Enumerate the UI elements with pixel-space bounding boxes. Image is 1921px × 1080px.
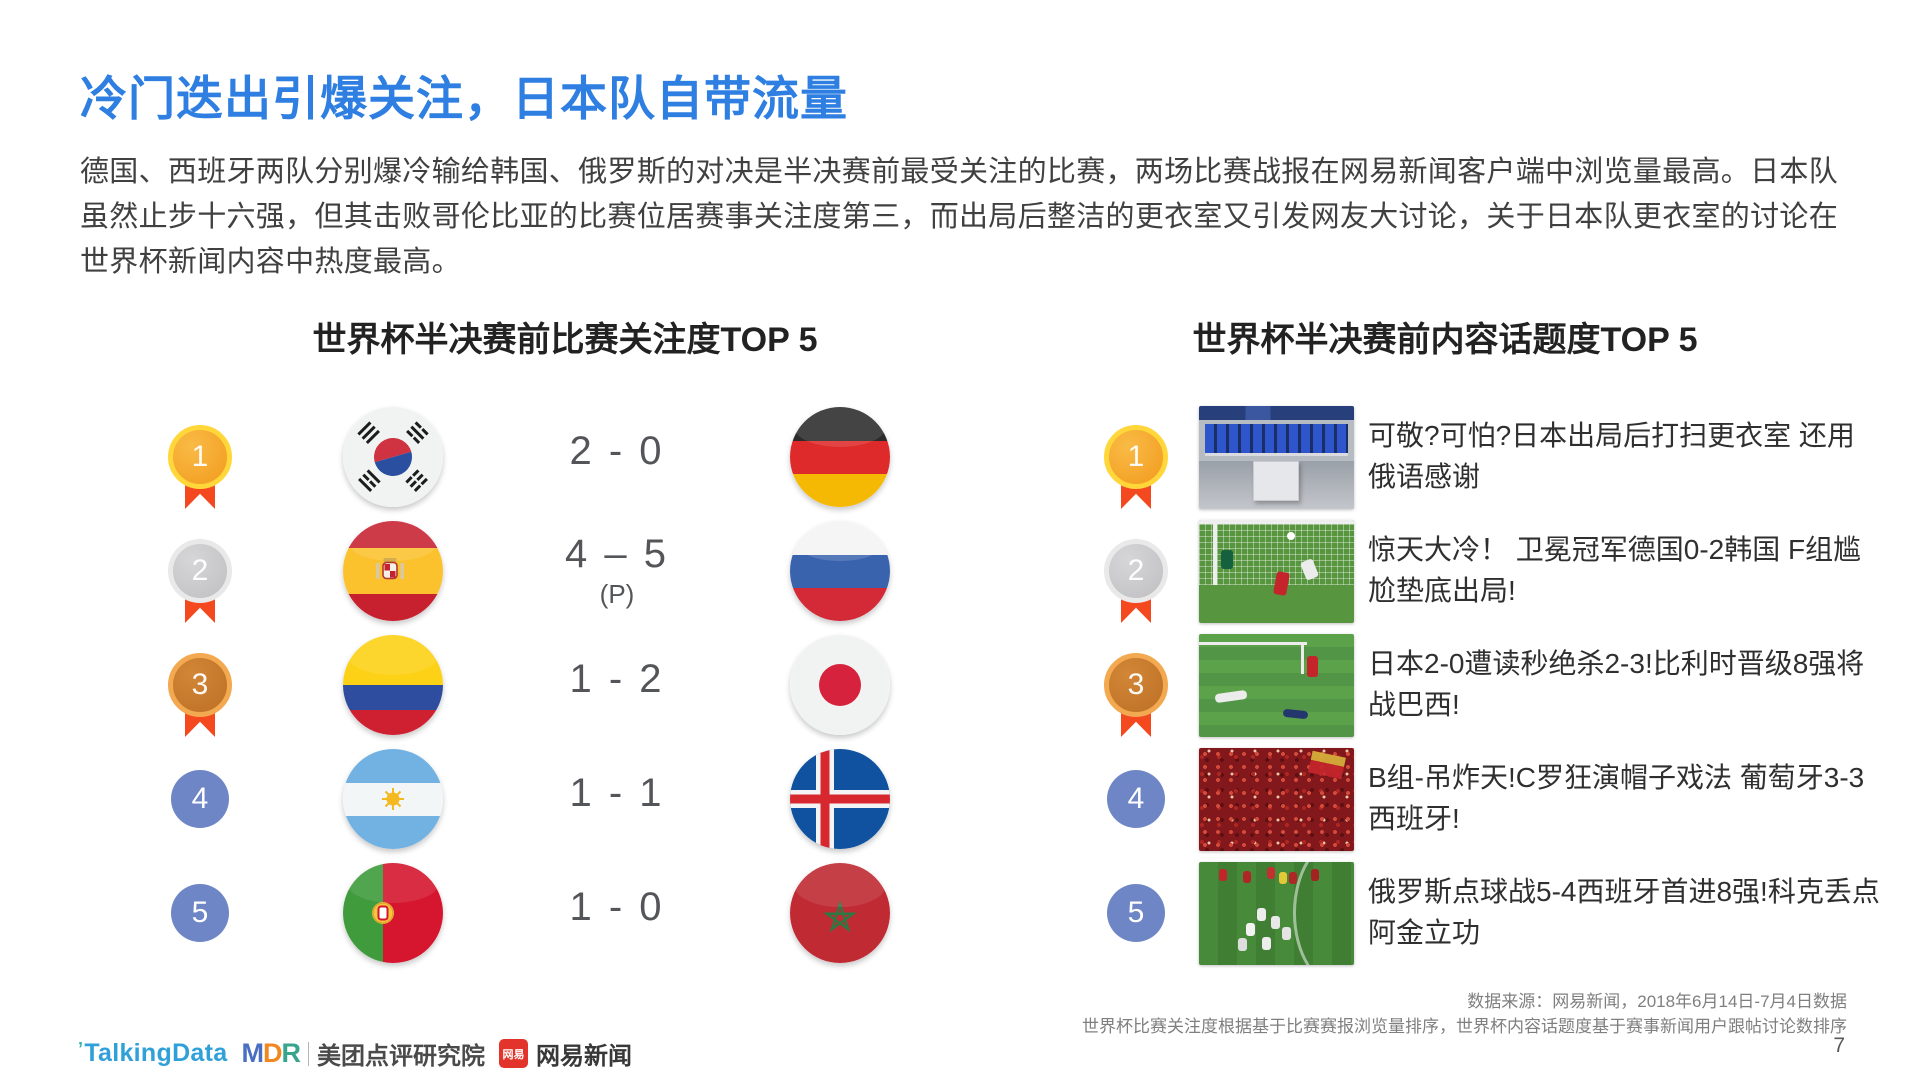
locker-table [1252,460,1299,501]
match-score: 2 - 0 [569,429,664,486]
rank-number: 3 [168,653,232,717]
spain-flag-in-crowd [1307,750,1346,779]
rank-4-badge: 4 [1107,770,1165,828]
rank-number: 3 [1104,653,1168,717]
players-white-cluster [1256,907,1266,921]
rank-number: 2 [1104,539,1168,603]
flag-colombia-icon [343,635,443,735]
footer-logos: ’TalkingData MDR 美团点评研究院 网易 网易新闻 [78,1036,632,1071]
match-score: 1 - 1 [569,771,664,828]
flag-portugal-icon [343,863,443,963]
news-photo-locker-room [1198,405,1354,509]
news-headline: 日本2-0遭读秒绝杀2-3!比利时晋级8强将战巴西! [1368,648,1865,720]
mdr-letters: MDR [241,1038,300,1068]
players-red-row [1218,868,1227,881]
match-score: 1 - 2 [569,657,664,714]
match-score: 1 - 0 [569,885,664,942]
right-panel-title: 世界杯半决赛前内容话题度TOP 5 [1192,321,1698,359]
penalties-note [569,704,664,714]
silver-medal-rank-2: 2 [1104,539,1168,623]
bronze-medal-rank-3: 3 [168,653,232,737]
goal-crossbar [1198,641,1307,645]
content-topic-ranking: 1 可敬?可怕?日本出局后打扫更衣室 还用俄语感谢 2 [1080,400,1880,970]
player-red [1306,655,1318,677]
left-panel-title: 世界杯半决赛前比赛关注度TOP 5 [312,321,818,359]
flag-spain-icon [343,521,443,621]
page-title: 冷门迭出引爆关注，日本队自带流量 [80,72,848,125]
source-line-2: 世界杯比赛关注度根据基于比赛赛报浏览量排序，世界杯内容话题度基于赛事新闻用户跟帖… [1082,1016,1847,1036]
news-photo-celebration [1198,861,1354,965]
goal-post [1300,641,1304,675]
netease-app-icon: 网易 [498,1039,528,1068]
meituan-research-logo: MDR 美团点评研究院 [241,1036,485,1071]
talkingdata-logo: ’TalkingData [78,1039,228,1067]
ball [1286,531,1295,540]
rank-number: 1 [1104,425,1168,489]
meituan-research-name: 美团点评研究院 [316,1043,485,1070]
goal-post [1212,519,1217,586]
netease-news-logo: 网易 网易新闻 [498,1036,632,1071]
match-attention-ranking: 1 2 - 0 [120,400,952,970]
gold-medal-rank-1: 1 [1104,425,1168,509]
rank-5-badge: 5 [171,884,229,942]
flag-germany-icon [790,407,890,507]
gold-medal-rank-1: 1 [168,425,232,509]
goal-crossbar [1198,519,1354,524]
fallen-keeper [1214,689,1247,703]
news-photo-goal-scene [1198,519,1354,623]
source-line-1: 数据来源：网易新闻，2018年6月14日-7月4日数据 [1467,992,1847,1011]
intro-paragraph: 德国、西班牙两队分别爆冷输给韩国、俄罗斯的对决是半决赛前最受关注的比赛，两场比赛… [80,156,1839,278]
rank-number: 1 [168,425,232,489]
fallen-player-blue [1282,708,1308,719]
flag-japan-icon [790,635,890,735]
data-source-note: 数据来源：网易新闻，2018年6月14日-7月4日数据 世界杯比赛关注度根据基于… [1082,990,1847,1039]
netease-news-name: 网易新闻 [535,1043,632,1070]
page-number: 7 [1833,1034,1845,1057]
locker-seats [1204,423,1348,456]
news-headline: 惊天大冷！ 卫冕冠军德国0-2韩国 F组尴尬垫底出局! [1368,534,1862,606]
talkingdata-tick-icon: ’ [78,1039,84,1059]
flag-argentina-icon [343,749,443,849]
bronze-medal-rank-3: 3 [1104,653,1168,737]
player-green [1220,549,1233,569]
news-headline: B组-吊炸天!C罗狂演帽子戏法 葡萄牙3-3西班牙! [1368,762,1865,834]
penalties-note [569,476,664,486]
rank-number: 2 [168,539,232,603]
rank-5-badge: 5 [1107,884,1165,942]
penalties-note [569,818,664,828]
news-photo-fallen-players [1198,633,1354,737]
flag-russia-icon [790,521,890,621]
flag-morocco-icon [790,863,890,963]
penalties-note: (P) [599,579,635,609]
penalties-note [569,932,664,942]
news-headline: 俄罗斯点球战5-4西班牙首进8强!科克丢点阿金立功 [1368,876,1880,948]
flag-south-korea-icon [343,407,443,507]
silver-medal-rank-2: 2 [168,539,232,623]
pitch-circle [1292,861,1354,965]
news-photo-fans-crowd [1198,747,1354,851]
news-headline: 可敬?可怕?日本出局后打扫更衣室 还用俄语感谢 [1368,420,1855,492]
logo-divider [307,1041,309,1066]
match-score: 4 – 5 (P) [565,532,669,609]
rank-4-badge: 4 [171,770,229,828]
referee [1278,871,1287,884]
flag-iceland-icon [790,749,890,849]
locker-banner [1198,405,1354,420]
